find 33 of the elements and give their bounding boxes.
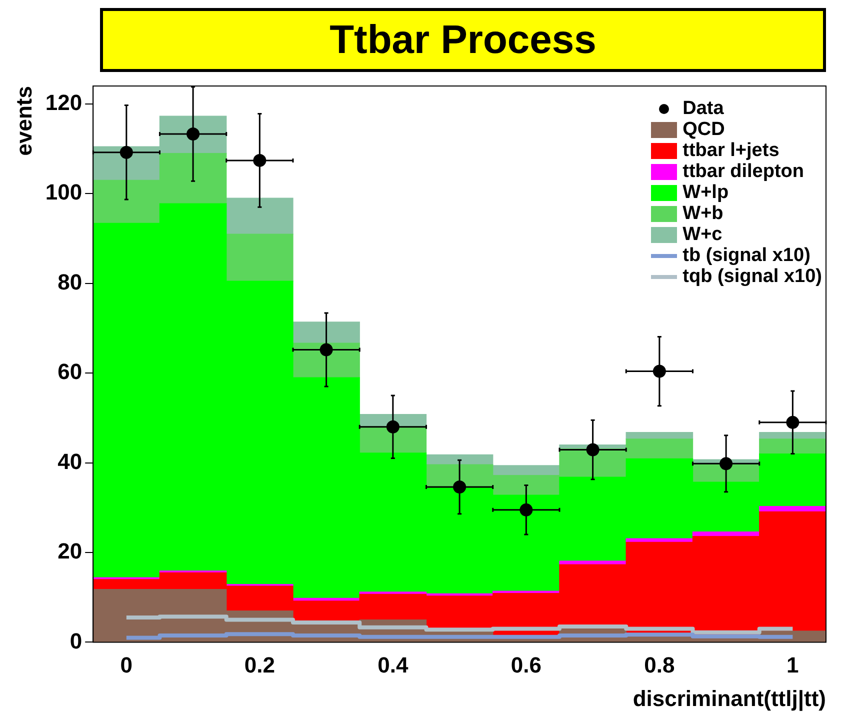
y-tick-label: 120 — [45, 90, 82, 116]
x-tick-label: 0.4 — [378, 652, 409, 678]
y-tick-label: 100 — [45, 180, 82, 205]
legend-label: ttbar l+jets — [682, 140, 780, 161]
x-tick-label: 0.6 — [510, 652, 542, 678]
chart-title: Ttbar Process — [100, 8, 826, 72]
y-tick-label: 40 — [58, 448, 82, 474]
legend-label: W+lp — [682, 182, 729, 203]
bar — [759, 506, 826, 512]
bar — [226, 234, 294, 282]
x-tick-label: 0.8 — [644, 652, 675, 678]
y-axis-title: events — [11, 86, 36, 156]
legend-label: Data — [682, 98, 724, 119]
y-tick-label: 20 — [58, 538, 82, 564]
legend-label: QCD — [682, 119, 725, 140]
x-tick-label: 1 — [786, 652, 799, 678]
x-tick-label: 0.2 — [244, 652, 275, 678]
bar — [759, 438, 826, 454]
legend-label: tb (signal x10) — [682, 245, 810, 266]
y-tick-label: 0 — [70, 628, 82, 654]
legend-label: tqb (signal x10) — [682, 266, 822, 287]
x-axis-title: discriminant(ttlj|tt) — [632, 686, 826, 711]
y-tick-label: 80 — [58, 269, 82, 294]
y-tick-label: 60 — [58, 359, 82, 384]
bar — [226, 198, 294, 234]
legend-label: ttbar dilepton — [682, 161, 804, 182]
legend-label: W+c — [682, 224, 722, 245]
bar — [492, 465, 560, 476]
bar — [292, 322, 360, 344]
x-tick-label: 0 — [120, 652, 133, 678]
legend-label: W+b — [682, 203, 724, 224]
bar — [559, 560, 626, 565]
bar — [292, 342, 360, 378]
